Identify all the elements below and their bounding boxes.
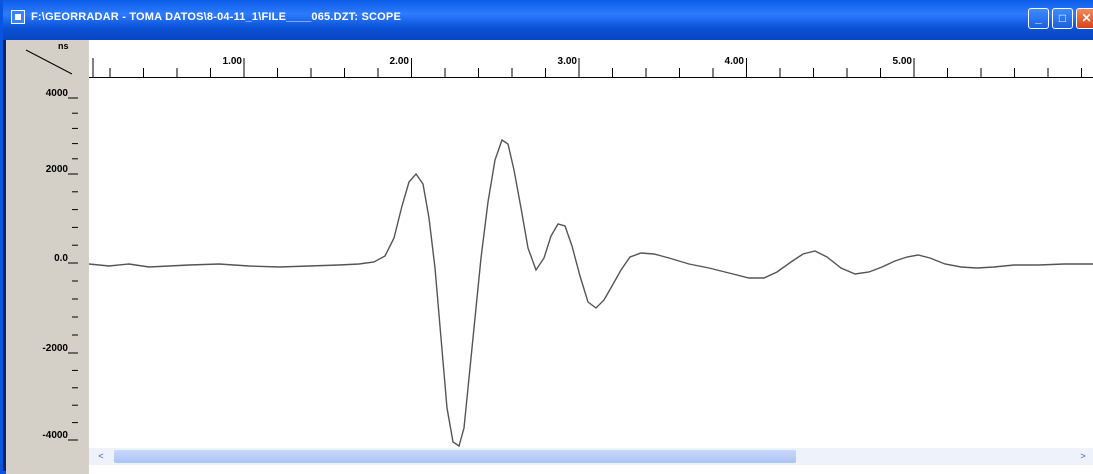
amplitude-tick-label: -2000 bbox=[42, 343, 68, 354]
scroll-right-button[interactable]: > bbox=[1080, 451, 1086, 461]
amplitude-axis-panel: ns 4000 2000 0.0 -2000 -4000 bbox=[6, 40, 89, 474]
waveform-plot bbox=[88, 78, 1093, 448]
time-tick-label: 5.00 bbox=[893, 56, 913, 67]
amplitude-tick-label: 4000 bbox=[46, 88, 69, 99]
horizontal-scrollbar[interactable]: < > bbox=[89, 448, 1093, 465]
time-tick-label: 2.00 bbox=[390, 56, 410, 67]
waveform-trace bbox=[88, 138, 1093, 448]
amplitude-tick-label: -4000 bbox=[42, 430, 68, 441]
waveform-canvas bbox=[88, 138, 1093, 448]
minimize-button[interactable]: _ bbox=[1028, 8, 1049, 29]
amplitude-axis: 4000 2000 0.0 -2000 -4000 bbox=[42, 88, 78, 441]
time-units-label: ns bbox=[58, 41, 69, 51]
corner-diagonal bbox=[25, 49, 73, 75]
time-tick-label: 4.00 bbox=[725, 56, 745, 67]
scope-client-area: ns 4000 2000 0.0 -2000 -4000 1.00 2.00 3.00 4.0… bbox=[6, 40, 1093, 474]
title-bar[interactable]: F:\GEORRADAR - TOMA DATOS\8-04-11_1\FILE… bbox=[3, 0, 1093, 40]
time-axis: 1.00 2.00 3.00 4.00 5.00 bbox=[92, 56, 1082, 77]
time-ruler: 1.00 2.00 3.00 4.00 5.00 bbox=[89, 40, 1093, 78]
window-title: F:\GEORRADAR - TOMA DATOS\8-04-11_1\FILE… bbox=[31, 11, 402, 23]
amplitude-tick-label: 0.0 bbox=[54, 253, 68, 264]
time-tick-label: 1.00 bbox=[223, 56, 243, 67]
maximize-button[interactable]: □ bbox=[1052, 8, 1073, 29]
time-tick-label: 3.00 bbox=[558, 56, 578, 67]
close-button[interactable]: ✕ bbox=[1076, 8, 1093, 29]
scroll-left-button[interactable]: < bbox=[98, 451, 104, 461]
app-icon[interactable] bbox=[11, 10, 25, 24]
amplitude-tick-label: 2000 bbox=[46, 164, 69, 175]
scroll-thumb[interactable] bbox=[114, 450, 796, 463]
